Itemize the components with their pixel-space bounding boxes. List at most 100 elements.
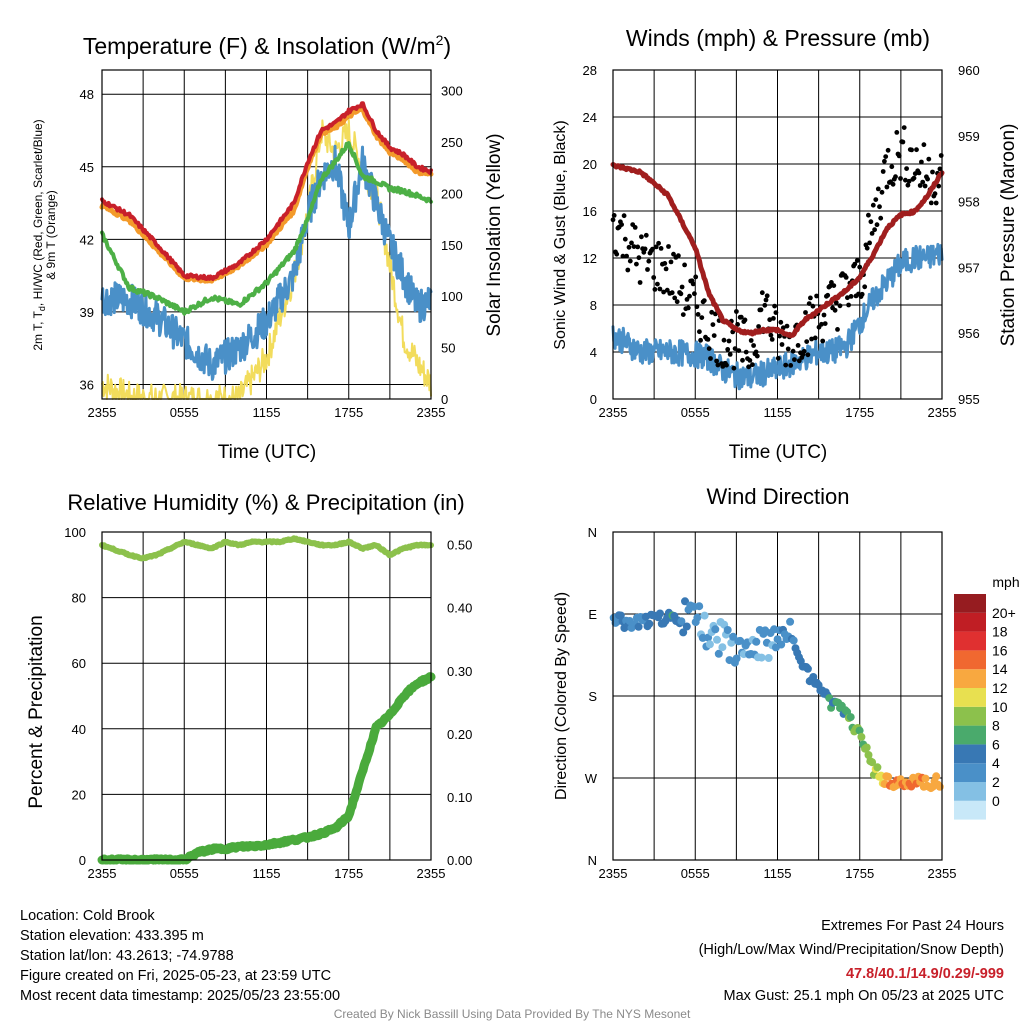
direction-point [777,640,786,649]
gust-point [864,245,870,251]
x-tick-label: 1755 [334,405,363,420]
insolation-y2-label: Solar Insolation (Yellow) [484,133,505,336]
gust-point [663,266,669,272]
y-tick-label: 39 [80,305,94,320]
gust-point [921,142,927,148]
gust-point [790,348,796,354]
colorbar-label: 20+ [992,605,1016,621]
gust-point [909,147,914,153]
gust-point [914,147,919,153]
gust-point [878,215,884,221]
direction-point [682,622,691,631]
gust-point [642,246,648,252]
gust-point [767,317,773,323]
colorbar-segment [954,800,986,820]
y-tick-label: 0 [590,392,597,407]
gust-point [928,200,934,206]
direction-point [723,626,732,634]
gust-point [736,348,742,353]
gust-point [809,336,814,342]
gust-point [827,283,833,289]
colorbar-segment [954,594,986,613]
gust-point [750,362,755,368]
direction-point [803,664,812,673]
colorbar-label: 16 [992,642,1008,658]
gust-point [687,293,692,299]
gust-point [694,304,700,310]
pressure-y2-label: Station Pressure (Maroon) [998,124,1019,347]
colorbar-segment [954,650,986,670]
gust-point [894,130,900,135]
created-text: Figure created on Fri, 2025-05-23, at 23… [20,968,332,984]
gust-point [711,333,717,338]
gust-point [756,324,761,329]
temp-2m-line [100,101,433,281]
gust-point [889,164,895,170]
humidity-precip-panel: 2355 0555 1155 1755 23550204060801000.000.10… [26,490,472,881]
gust-point [932,191,938,197]
gust-point [751,343,756,348]
x-tick-label: 2355 [928,866,957,881]
y-tick-label: 80 [72,591,86,606]
gust-point [710,322,716,327]
gust-point [926,156,932,162]
gust-point [778,319,784,325]
gust-point [698,337,703,343]
direction-point [711,625,720,634]
gust-point [898,176,903,181]
y-tick-label: 36 [80,377,94,392]
colorbar-label: 2 [992,774,1000,790]
colorbar-segment [954,725,986,745]
gust-point [629,240,634,246]
x-tick-label: 2355 [417,405,446,420]
gust-point [627,258,633,264]
y2-tick-label: 958 [958,195,980,210]
colorbar-label: 14 [992,661,1008,677]
y2-tick-label: 150 [441,238,463,253]
y-tick-label: 28 [583,63,597,78]
direction-point [789,636,798,645]
gust-point [734,309,739,314]
direction-point [862,743,871,752]
gust-point [845,295,850,301]
gust-point [832,307,838,313]
gust-point [822,321,828,326]
y-tick-label: 0 [79,853,86,868]
direction-point [695,602,704,611]
gust-point [890,181,896,187]
x-tick-label: 1755 [334,866,363,881]
direction-title: Wind Direction [706,484,849,509]
gust-point [843,275,849,280]
gust-point [877,204,882,210]
y2-tick-label: 0.30 [447,664,472,679]
humidity-title: Relative Humidity (%) & Precipitation (i… [67,490,464,515]
colorbar-label: 8 [992,718,1000,734]
y2-tick-label: 0.40 [447,601,472,616]
x-tick-label: 1155 [253,405,281,420]
dewpoint-subscript: d [37,306,47,311]
gust-point [699,315,705,320]
gust-point [678,291,684,297]
gust-point [661,289,666,295]
gust-point [801,348,807,354]
gust-point [785,346,791,352]
gust-point [764,293,770,299]
gust-point [896,153,902,159]
elevation-text: Station elevation: 433.395 m [20,928,204,944]
colorbar-label: 10 [992,699,1008,715]
gust-point [854,258,860,263]
plot-border [612,69,943,400]
colorbar-label: 12 [992,680,1008,696]
gust-point [803,310,808,315]
gust-point [919,159,924,165]
gust-point [768,332,774,338]
direction-point [786,617,795,626]
extremes-legend: (High/Low/Max Wind/Precipitation/Snow De… [698,942,1004,958]
gust-point [812,335,818,341]
direction-y-label: Direction (Colored By Speed) [553,592,570,800]
gust-point [759,290,765,296]
direction-point [864,751,873,759]
temperature-y-label-2: & 9m T (Orange) [44,190,58,280]
gust-point [804,339,810,344]
direction-point [656,609,664,618]
